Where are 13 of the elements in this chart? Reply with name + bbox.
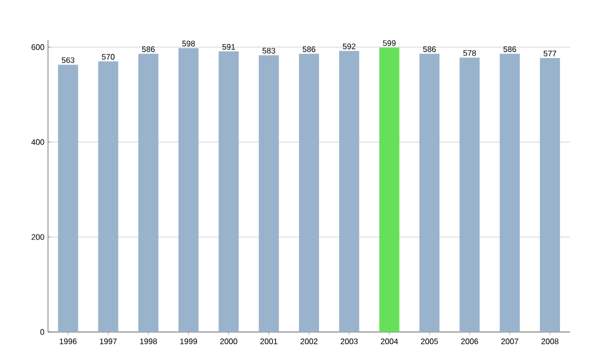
bar [98, 61, 118, 332]
bar [419, 54, 440, 332]
bar [138, 54, 158, 332]
bar [460, 58, 480, 332]
bar [339, 50, 360, 332]
bar [298, 54, 320, 332]
bar [540, 58, 560, 332]
bar [379, 48, 400, 332]
bar [178, 48, 199, 332]
bar [218, 51, 239, 332]
bar [500, 54, 520, 332]
bar [258, 55, 279, 332]
bar [58, 64, 78, 332]
